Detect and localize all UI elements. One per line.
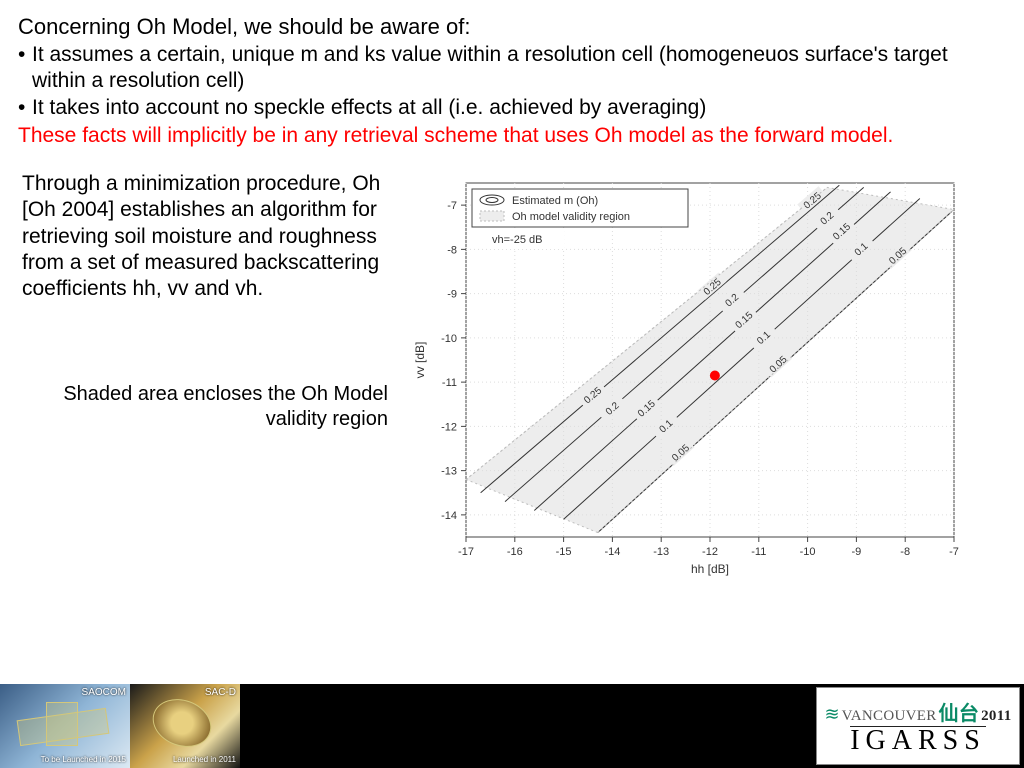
- thumb2-title: SAC-D: [205, 687, 236, 698]
- bullet-1: It assumes a certain, unique m and ks va…: [32, 42, 1006, 95]
- logo-city: VANCOUVER: [842, 708, 937, 725]
- bullet-2: It takes into account no speckle effects…: [32, 95, 706, 121]
- bullet-list: •It assumes a certain, unique m and ks v…: [18, 42, 1006, 121]
- svg-text:-11: -11: [751, 546, 766, 558]
- svg-text:-8: -8: [900, 546, 910, 558]
- thumb1-sub: To be Launched in 2015: [41, 756, 126, 765]
- svg-text:-8: -8: [447, 244, 457, 256]
- svg-text:Estimated m (Oh): Estimated m (Oh): [512, 195, 598, 207]
- left-paragraph: Through a minimization procedure, Oh [Oh…: [22, 171, 398, 302]
- svg-text:-16: -16: [507, 546, 523, 558]
- svg-text:vv [dB]: vv [dB]: [413, 342, 427, 379]
- svg-text:-12: -12: [702, 546, 718, 558]
- svg-text:-10: -10: [441, 333, 457, 345]
- svg-text:-13: -13: [441, 466, 457, 478]
- svg-text:Oh model validity region: Oh model validity region: [512, 211, 630, 223]
- svg-text:-11: -11: [442, 377, 457, 389]
- logo-cjk: 仙台: [939, 697, 980, 726]
- svg-text:-7: -7: [949, 546, 959, 558]
- contour-chart: -17 -16 -15 -14 -13 -12 -11 -10 -9 -8 -7 -14 -13 -12 -…: [408, 171, 968, 581]
- footer-bar: SAOCOM To be Launched in 2015 SAC-D Laun…: [0, 684, 1024, 768]
- slide-heading: Concerning Oh Model, we should be aware …: [18, 14, 1006, 40]
- thumb-saocom: SAOCOM To be Launched in 2015: [0, 684, 130, 768]
- svg-text:-15: -15: [556, 546, 572, 558]
- logo-org: IGARSS: [850, 726, 986, 755]
- thumb1-title: SAOCOM: [82, 687, 126, 698]
- svg-text:vh=-25 dB: vh=-25 dB: [492, 234, 542, 246]
- thumb2-sub: Launched in 2011: [173, 756, 236, 765]
- chart-caption: Shaded area encloses the Oh Model validi…: [22, 382, 398, 432]
- conference-logo: ≋ VANCOUVER 仙台 2011 IGARSS: [816, 687, 1020, 765]
- svg-text:-10: -10: [800, 546, 816, 558]
- thumb-sacd: SAC-D Launched in 2011: [130, 684, 240, 768]
- svg-text:-9: -9: [852, 546, 862, 558]
- logo-year: 2011: [981, 708, 1011, 725]
- red-note: These facts will implicitly be in any re…: [18, 123, 1006, 149]
- svg-text:-13: -13: [653, 546, 669, 558]
- svg-text:-9: -9: [447, 289, 457, 301]
- svg-text:-17: -17: [458, 546, 474, 558]
- svg-text:-12: -12: [441, 421, 457, 433]
- svg-text:-14: -14: [604, 546, 620, 558]
- svg-text:hh [dB]: hh [dB]: [691, 562, 729, 576]
- svg-text:-14: -14: [441, 510, 457, 522]
- svg-text:-7: -7: [447, 200, 457, 212]
